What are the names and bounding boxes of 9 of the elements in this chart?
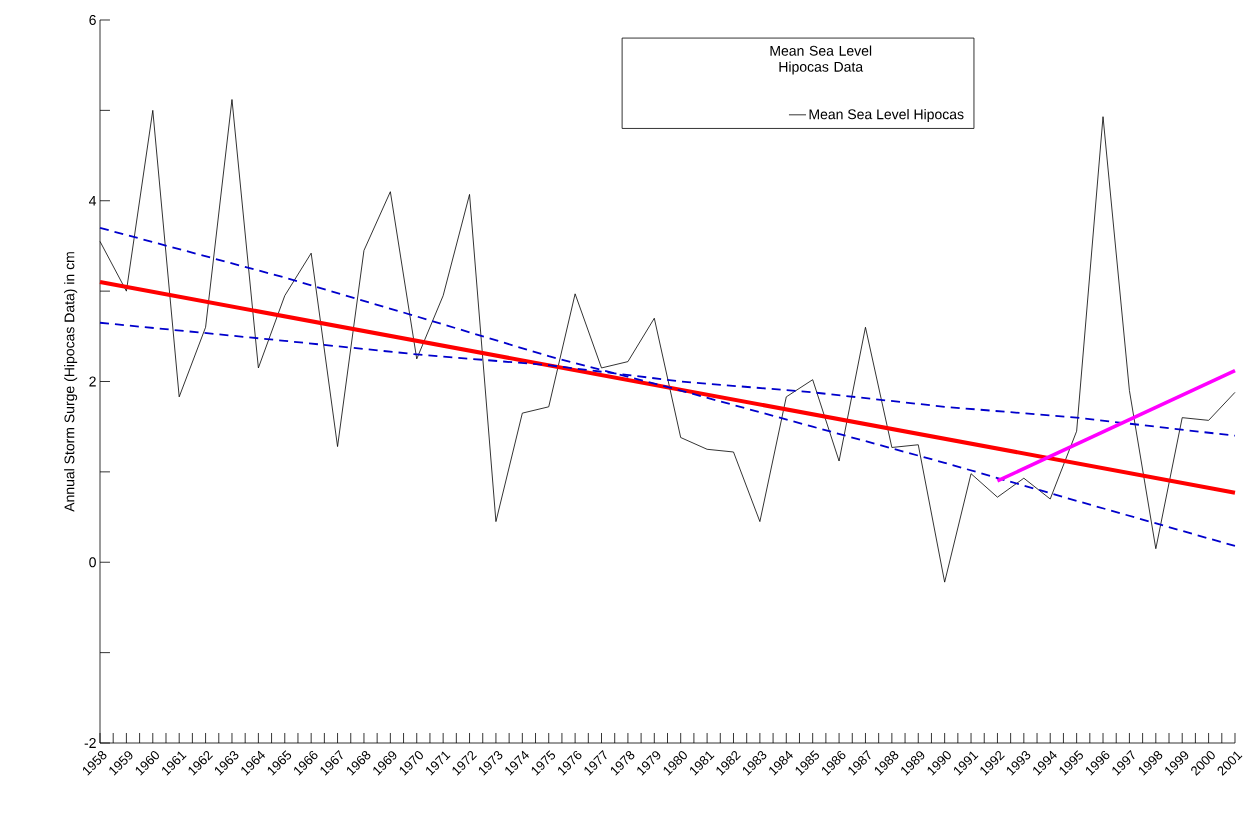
y-tick-label: -2 [84,738,96,748]
y-tick-label: 4 [89,195,97,206]
legend-title: Mean Sea Level Hipocas Data [770,45,872,75]
legend-label: Mean Sea Level Hipocas [809,108,964,123]
line-series [99,226,1236,547]
y-axis-title: Annual Storm Surge (Hipocas Data) in cm [64,252,78,512]
y-tick-label: 6 [89,15,96,25]
y-tick-label: 0 [89,557,96,568]
y-tick-label: 2 [89,376,96,387]
